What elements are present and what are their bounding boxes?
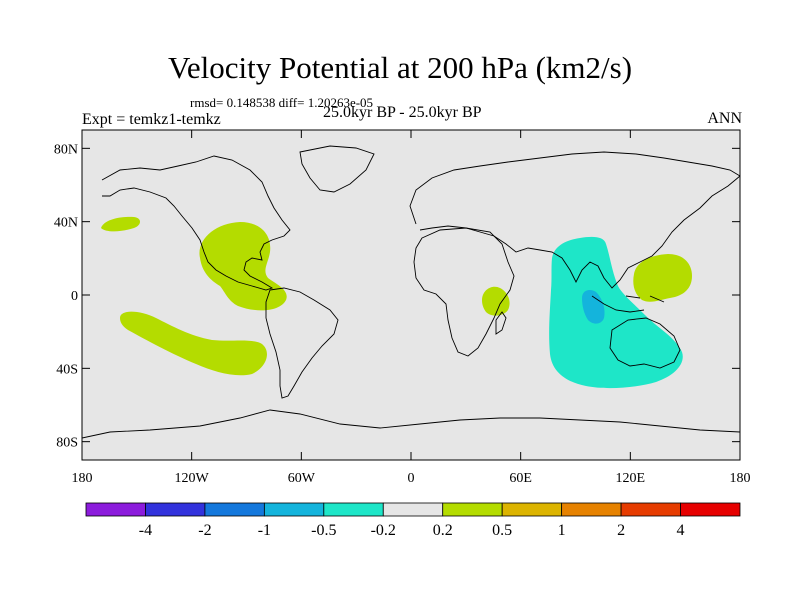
positive-anomaly-west-indian [482, 286, 510, 316]
coastline-africa [413, 227, 515, 357]
colorbar-label: -0.2 [371, 522, 396, 539]
coastline-north-america [101, 155, 291, 291]
colorbar-label: -2 [198, 522, 211, 539]
positive-anomaly-south-pacific [120, 311, 267, 376]
x-tick-label: 0 [408, 471, 415, 486]
coastlines [82, 145, 740, 439]
coastline-australia [609, 317, 681, 369]
x-tick-label: 120W [175, 471, 210, 486]
axis-ticks: 80N 40N 0 40S 80S 180 120W 60W 0 60E 120E 180 [54, 130, 751, 486]
stats-text: rmsd= 0.148538 diff= 1.20263e-05 [190, 95, 374, 110]
colorbar-label: 0.5 [492, 522, 512, 539]
colorbar-label: -0.5 [311, 522, 336, 539]
colorbar-swatch [561, 502, 622, 517]
coastline-madagascar [495, 311, 507, 335]
colorbar-swatch [85, 502, 146, 517]
colorbar-label: 1 [558, 522, 566, 539]
colorbar: -4 -2 -1 -0.5 -0.2 0.2 0.5 1 2 4 [85, 502, 741, 539]
coastline-indonesia [591, 295, 665, 313]
colorbar-swatch [501, 502, 563, 517]
y-tick-label: 80N [54, 142, 78, 157]
colorbar-label: -4 [139, 522, 152, 539]
left-label: Expt = temkz1-temkz [82, 111, 221, 128]
colorbar-swatch [204, 502, 265, 517]
plot-title: Velocity Potential at 200 hPa (km2/s) [167, 50, 633, 85]
positive-anomaly-central-america [199, 222, 287, 311]
colorbar-label: 2 [617, 522, 625, 539]
x-tick-label: 60W [288, 471, 316, 486]
center-label: 25.0kyr BP - 25.0kyr BP [323, 104, 482, 121]
coastline-greenland [299, 145, 375, 193]
colorbar-swatch [680, 502, 741, 517]
map-background [82, 130, 740, 460]
coastline-eurasia [409, 151, 740, 289]
colorbar-label: 4 [677, 522, 685, 539]
contour-fills [101, 216, 692, 389]
colorbar-swatch [145, 502, 206, 517]
coastline-south-america [265, 287, 339, 399]
y-tick-label: 40S [56, 362, 78, 377]
colorbar-label: 0.2 [433, 522, 453, 539]
colorbar-swatch [620, 502, 681, 517]
x-tick-label: 180 [72, 471, 93, 486]
colorbar-swatch [323, 502, 384, 517]
x-tick-label: 120E [616, 471, 646, 486]
y-tick-label: 40N [54, 216, 78, 231]
x-tick-label: 60E [509, 471, 532, 486]
right-label: ANN [707, 110, 742, 127]
colorbar-swatch [263, 502, 325, 517]
negative-anomaly-core [582, 290, 605, 324]
positive-anomaly-west-pacific [633, 254, 692, 302]
y-tick-label: 80S [56, 436, 78, 451]
colorbar-swatch [382, 502, 444, 517]
colorbar-label: -1 [258, 522, 271, 539]
positive-anomaly-north-pacific [101, 216, 140, 232]
negative-anomaly-indian-ocean [549, 236, 683, 389]
y-tick-label: 0 [71, 289, 78, 304]
x-tick-label: 180 [730, 471, 751, 486]
coastline-antarctica [82, 409, 740, 439]
colorbar-swatch [442, 502, 503, 517]
